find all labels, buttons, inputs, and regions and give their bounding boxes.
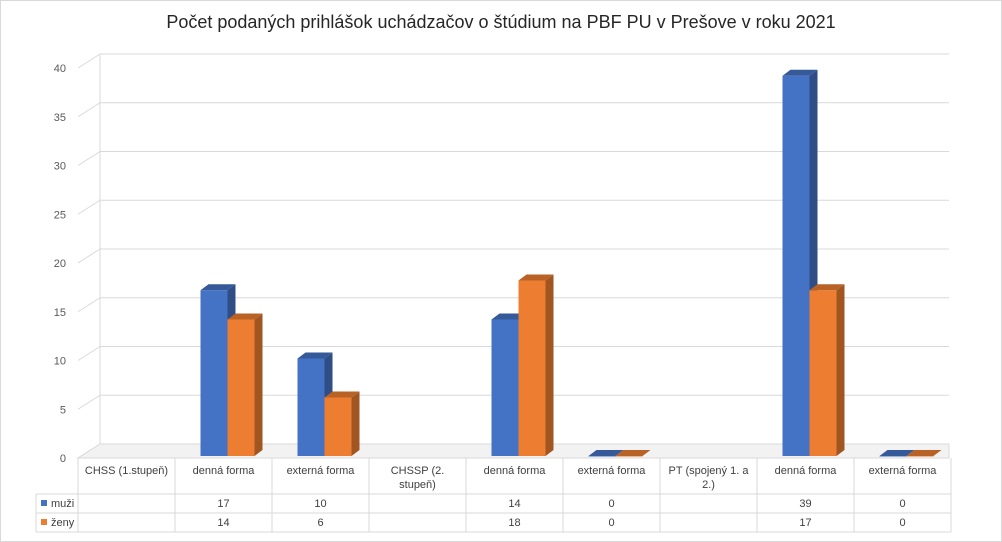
legend-label: ženy	[51, 517, 75, 529]
gridline-side	[77, 53, 101, 69]
bar-ženy-front	[227, 319, 255, 456]
bar-ženy-side	[254, 313, 263, 456]
gridline-side	[77, 199, 101, 215]
x-category-label: CHSS (1.stupeň)	[85, 465, 168, 477]
data-label: 0	[899, 517, 905, 529]
y-tick-label: 40	[54, 63, 66, 75]
bar-muži-front	[297, 358, 325, 456]
bar-ženy-side	[545, 274, 554, 456]
data-label: 39	[799, 498, 811, 510]
bar-ženy-side	[351, 391, 360, 456]
y-tick-label: 0	[60, 453, 66, 465]
bar-muži-front	[782, 75, 810, 456]
data-label: 18	[508, 517, 520, 529]
bar-ženy-top	[227, 313, 263, 320]
chart-title: Počet podaných prihlášok uchádzačov o št…	[166, 12, 836, 32]
data-label: 14	[508, 498, 520, 510]
bar-ženy-front	[809, 290, 837, 456]
x-category-label: denná forma	[193, 465, 256, 477]
x-category-label: PT (spojený 1. a 2.)	[669, 465, 750, 491]
bar-muži-top	[297, 352, 333, 359]
y-tick-label: 15	[54, 307, 66, 319]
y-tick-label: 30	[54, 161, 66, 173]
bar-muži-top	[491, 313, 527, 320]
y-tick-label: 25	[54, 209, 66, 221]
bar-muži-top	[782, 69, 818, 76]
bar-ženy-top	[615, 450, 651, 456]
gridline-side	[77, 346, 101, 361]
gridline-side	[77, 297, 101, 313]
bar-ženy-front	[324, 397, 352, 456]
y-tick-label: 35	[54, 112, 66, 124]
data-label: 0	[608, 517, 614, 529]
bar-ženy-side	[836, 284, 845, 456]
data-label: 14	[217, 517, 229, 529]
y-tick-label: 10	[54, 356, 66, 368]
legend-key-muži	[41, 500, 47, 506]
bar-ženy-front	[518, 280, 546, 456]
x-category-label: denná forma	[484, 465, 547, 477]
bar-muži-front	[200, 290, 228, 456]
x-category-label: externá forma	[287, 465, 356, 477]
data-label: 10	[314, 498, 326, 510]
bar-muži-top	[200, 284, 236, 291]
y-tick-label: 20	[54, 258, 66, 270]
data-label: 6	[317, 517, 323, 529]
bar-muži-top	[588, 450, 624, 456]
bar-ženy-top	[324, 391, 360, 398]
bar-ženy-top	[809, 284, 845, 291]
x-category-label: externá forma	[869, 465, 938, 477]
data-label: 17	[799, 517, 811, 529]
gridline-side	[77, 248, 101, 264]
data-label: 17	[217, 498, 229, 510]
data-label: 0	[899, 498, 905, 510]
bar-ženy-front	[615, 456, 643, 457]
legend-label: muži	[51, 498, 74, 510]
bar-ženy-top	[906, 450, 942, 456]
bar-muži-front	[879, 456, 907, 457]
data-label: 0	[608, 498, 614, 510]
gridline-side	[77, 394, 101, 410]
x-category-label: denná forma	[775, 465, 838, 477]
bar-muži-front	[491, 319, 519, 456]
legend-key-ženy	[41, 519, 47, 525]
bar-ženy-front	[906, 456, 934, 457]
y-tick-label: 5	[60, 404, 66, 416]
gridline-side	[77, 151, 101, 166]
x-category-label: externá forma	[578, 465, 647, 477]
gridline-side	[77, 102, 101, 118]
bar-muži-top	[879, 450, 915, 456]
bar-muži-front	[588, 456, 616, 457]
bar-ženy-top	[518, 274, 554, 281]
x-category-label: CHSSP (2. stupeň)	[391, 465, 445, 491]
